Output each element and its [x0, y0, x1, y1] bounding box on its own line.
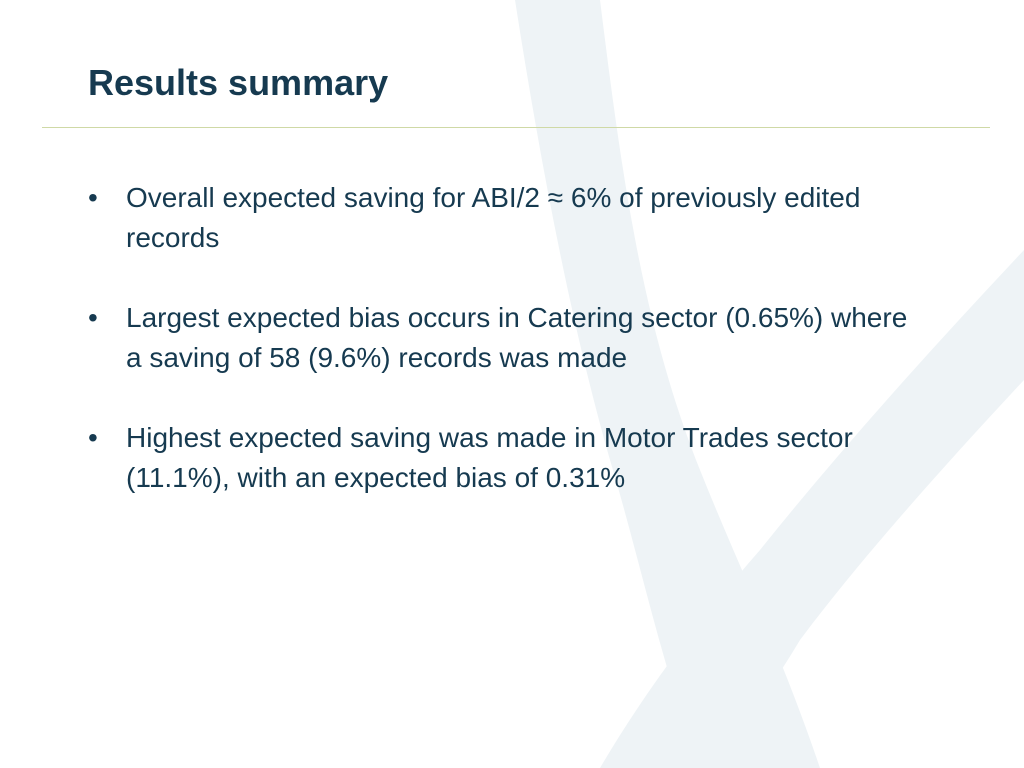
bullet-dot-icon: • — [88, 182, 98, 213]
bullet-item: • Highest expected saving was made in Mo… — [88, 418, 928, 498]
bullet-text: Highest expected saving was made in Moto… — [126, 422, 853, 493]
bullet-list: • Overall expected saving for ABI/2 ≈ 6%… — [88, 178, 928, 538]
slide-title: Results summary — [88, 62, 389, 103]
bullet-dot-icon: • — [88, 302, 98, 333]
title-divider — [42, 127, 990, 128]
bullet-dot-icon: • — [88, 422, 98, 453]
bullet-text: Largest expected bias occurs in Catering… — [126, 302, 908, 373]
bullet-text: Overall expected saving for ABI/2 ≈ 6% o… — [126, 182, 861, 253]
bullet-item: • Largest expected bias occurs in Cateri… — [88, 298, 928, 378]
bullet-item: • Overall expected saving for ABI/2 ≈ 6%… — [88, 178, 928, 258]
